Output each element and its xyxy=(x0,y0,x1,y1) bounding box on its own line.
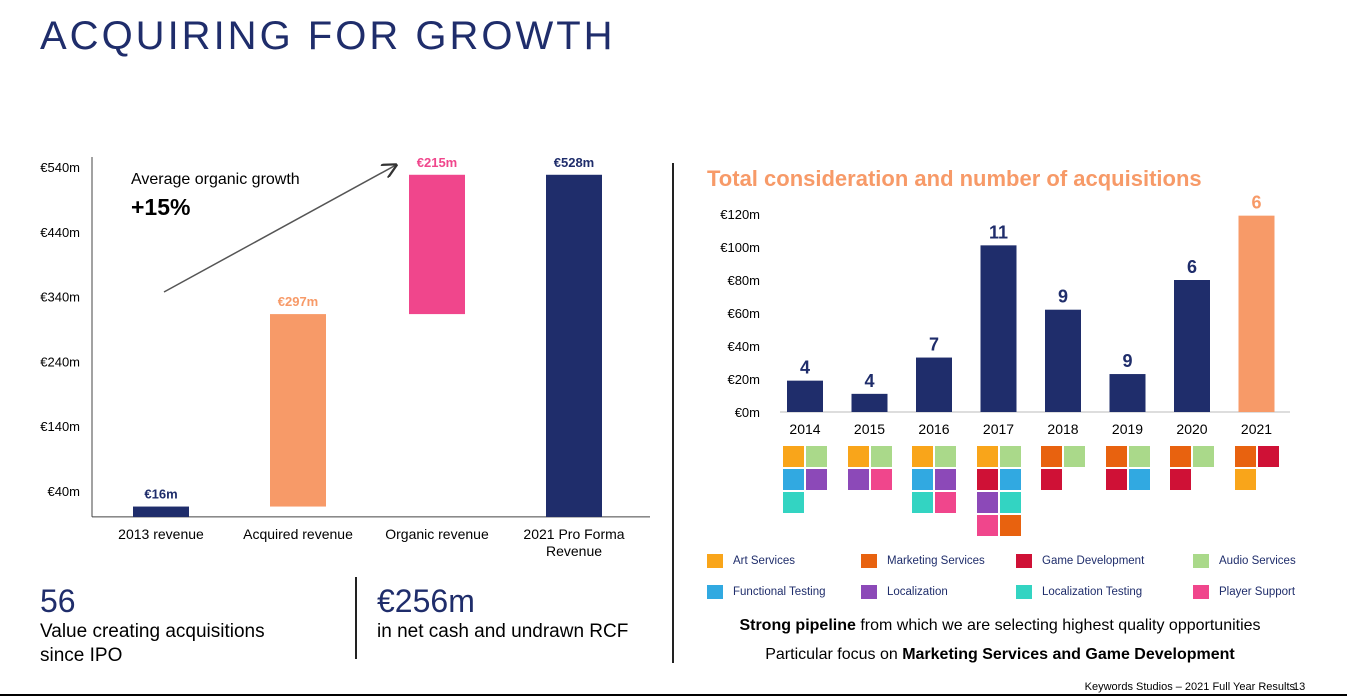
y-tick-label: €40m xyxy=(727,339,760,354)
bar xyxy=(270,314,326,507)
x-tick-label: 2013 revenue xyxy=(118,526,204,542)
bar xyxy=(916,357,952,412)
legend-item: Localization xyxy=(861,585,948,599)
y-tick-label: €80m xyxy=(727,273,760,288)
x-tick-label: 2020 xyxy=(1176,421,1207,437)
pipeline-line2-bold: Marketing Services and Game Development xyxy=(902,646,1235,663)
legend-label: Player Support xyxy=(1219,586,1296,598)
legend-swatch xyxy=(707,585,723,599)
acquisition-count-label: 4 xyxy=(864,371,874,391)
x-tick-label: 2018 xyxy=(1047,421,1078,437)
bar xyxy=(787,380,823,412)
bar xyxy=(1238,215,1275,412)
legend-label: Localization Testing xyxy=(1042,586,1143,598)
y-tick-label: €40m xyxy=(47,484,80,499)
x-tick-label: 2021 Pro Forma xyxy=(523,526,624,542)
y-tick-label: €240m xyxy=(40,354,80,369)
legend-swatch xyxy=(707,554,723,568)
acquisition-count-label: 9 xyxy=(1058,287,1068,307)
legend-item: Game Development xyxy=(1016,554,1144,568)
x-tick-label: 2021 xyxy=(1241,421,1272,437)
x-tick-label: Organic revenue xyxy=(385,526,489,542)
legend-swatch xyxy=(1193,554,1209,568)
legend-label: Marketing Services xyxy=(887,555,985,567)
legend-label: Art Services xyxy=(733,555,795,567)
bar xyxy=(851,393,888,412)
x-tick-label: 2014 xyxy=(789,421,820,437)
legend-item: Functional Testing xyxy=(707,585,825,599)
x-tick-label: 2016 xyxy=(918,421,949,437)
legend-swatch xyxy=(1016,554,1032,568)
pipeline-line1-rest: from which we are selecting highest qual… xyxy=(855,617,1261,634)
data-label: €16m xyxy=(144,487,177,502)
data-label: €528m xyxy=(554,155,594,170)
acquisition-count-label: 6 xyxy=(1251,193,1261,213)
legend-item: Audio Services xyxy=(1193,554,1296,568)
growth-annotation-value: +15% xyxy=(131,194,191,220)
growth-arrow xyxy=(163,165,396,293)
kpi-cash-value: €256m xyxy=(377,583,475,619)
bar xyxy=(980,245,1017,412)
y-tick-label: €60m xyxy=(727,306,760,321)
bar xyxy=(409,174,465,315)
acquisition-count-label: 9 xyxy=(1122,351,1132,371)
acquisition-count-label: 6 xyxy=(1187,257,1197,277)
y-tick-label: €140m xyxy=(40,419,80,434)
y-tick-label: €340m xyxy=(40,290,80,305)
y-tick-label: €0m xyxy=(735,405,760,420)
pipeline-line1-bold: Strong pipeline xyxy=(739,617,856,634)
chart2-title: Total consideration and number of acquis… xyxy=(707,166,1202,191)
bar xyxy=(546,174,602,517)
acquisitions-bar-chart: €0m €20m €40m €60m €80m €100m €120m 4 2014 4 2015 7… xyxy=(720,193,1290,437)
kpi-acquisitions-value: 56 xyxy=(40,583,76,619)
acquisition-count-label: 11 xyxy=(989,222,1008,242)
legend-item: Player Support xyxy=(1193,585,1295,599)
pipeline-line1: Strong pipeline from which we are select… xyxy=(690,617,1310,635)
x-tick-label: Revenue xyxy=(546,543,602,559)
x-tick-label: 2015 xyxy=(854,421,885,437)
legend-swatch xyxy=(1016,585,1032,599)
footer-rule xyxy=(0,694,1347,696)
legend-label: Audio Services xyxy=(1219,555,1296,567)
waterfall-chart: €40m €140m €240m €340m €440m €540m €16m 2013 re… xyxy=(40,155,650,559)
legend-label: Localization xyxy=(887,586,948,598)
legend-swatch xyxy=(1193,585,1209,599)
x-tick-label: Acquired revenue xyxy=(243,526,353,542)
y-tick-label: €540m xyxy=(40,160,80,175)
bar xyxy=(1045,309,1081,412)
footer-text: Keywords Studios – 2021 Full Year Result… xyxy=(1084,681,1295,693)
kpi-acquisitions-line1: Value creating acquisitions xyxy=(40,621,265,642)
bar xyxy=(1174,280,1210,412)
section-divider xyxy=(672,163,674,663)
bar xyxy=(1109,374,1146,412)
legend-item: Marketing Services xyxy=(861,554,985,568)
acquisition-count-label: 7 xyxy=(929,335,939,355)
kpi-acquisitions-text: Value creating acquisitions since IPO xyxy=(40,620,265,668)
data-label: €215m xyxy=(417,155,457,170)
bar xyxy=(133,506,189,517)
y-tick-label: €20m xyxy=(727,372,760,387)
kpi-acquisitions-line2: since IPO xyxy=(40,645,123,666)
y-tick-label: €120m xyxy=(720,207,760,222)
legend-label: Game Development xyxy=(1042,555,1145,567)
kpi-cash-text: in net cash and undrawn RCF xyxy=(377,621,629,642)
acquisition-count-label: 4 xyxy=(800,358,810,378)
page-title: ACQUIRING FOR GROWTH xyxy=(40,14,616,58)
y-tick-label: €440m xyxy=(40,225,80,240)
data-label: €297m xyxy=(278,294,318,309)
page-number: 13 xyxy=(1293,681,1306,693)
x-tick-label: 2017 xyxy=(983,421,1014,437)
legend-swatch xyxy=(861,554,877,568)
y-tick-label: €100m xyxy=(720,240,760,255)
x-tick-label: 2019 xyxy=(1112,421,1143,437)
pipeline-line2: Particular focus on Marketing Services a… xyxy=(690,646,1310,664)
legend-label: Functional Testing xyxy=(733,586,826,598)
kpi-divider xyxy=(355,577,357,659)
legend-swatch xyxy=(861,585,877,599)
pipeline-line2-rest: Particular focus on xyxy=(765,646,903,663)
legend-item: Localization Testing xyxy=(1016,585,1142,599)
growth-annotation-label: Average organic growth xyxy=(131,171,300,188)
legend-item: Art Services xyxy=(707,554,795,568)
